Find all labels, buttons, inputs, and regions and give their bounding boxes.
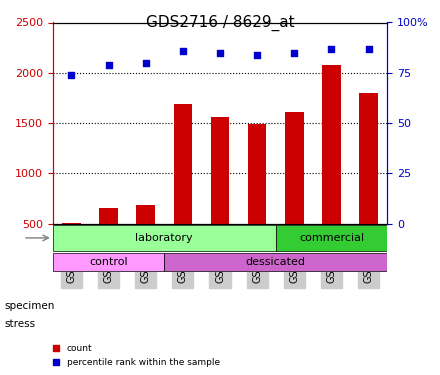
Point xyxy=(216,50,224,55)
Point xyxy=(142,60,149,66)
Point xyxy=(180,48,187,54)
Text: stress: stress xyxy=(4,320,36,329)
FancyBboxPatch shape xyxy=(164,253,387,272)
Bar xyxy=(322,65,341,274)
Bar xyxy=(99,209,118,274)
Point xyxy=(68,72,75,78)
Bar xyxy=(248,124,267,274)
Bar xyxy=(62,222,81,274)
FancyBboxPatch shape xyxy=(276,225,387,251)
Text: laboratory: laboratory xyxy=(136,233,193,243)
Bar xyxy=(136,206,155,274)
Bar xyxy=(359,93,378,274)
Bar xyxy=(99,209,118,274)
Bar xyxy=(211,117,229,274)
Bar xyxy=(173,104,192,274)
Text: control: control xyxy=(89,257,128,267)
Point xyxy=(328,46,335,52)
Point xyxy=(105,62,112,68)
Point xyxy=(365,46,372,52)
FancyBboxPatch shape xyxy=(53,253,164,272)
Text: dessicated: dessicated xyxy=(246,257,306,267)
Bar xyxy=(285,112,304,274)
Text: GDS2716 / 8629_at: GDS2716 / 8629_at xyxy=(146,15,294,31)
Bar xyxy=(136,206,155,274)
Point xyxy=(291,50,298,55)
Text: commercial: commercial xyxy=(299,233,364,243)
FancyBboxPatch shape xyxy=(53,225,276,251)
Bar xyxy=(285,112,304,274)
Bar xyxy=(211,117,229,274)
Bar xyxy=(359,93,378,274)
Bar xyxy=(62,222,81,274)
Text: specimen: specimen xyxy=(4,301,55,310)
Legend: count, percentile rank within the sample: count, percentile rank within the sample xyxy=(48,341,224,370)
Point xyxy=(253,52,260,58)
Bar xyxy=(322,65,341,274)
Bar xyxy=(173,104,192,274)
Bar xyxy=(248,124,267,274)
